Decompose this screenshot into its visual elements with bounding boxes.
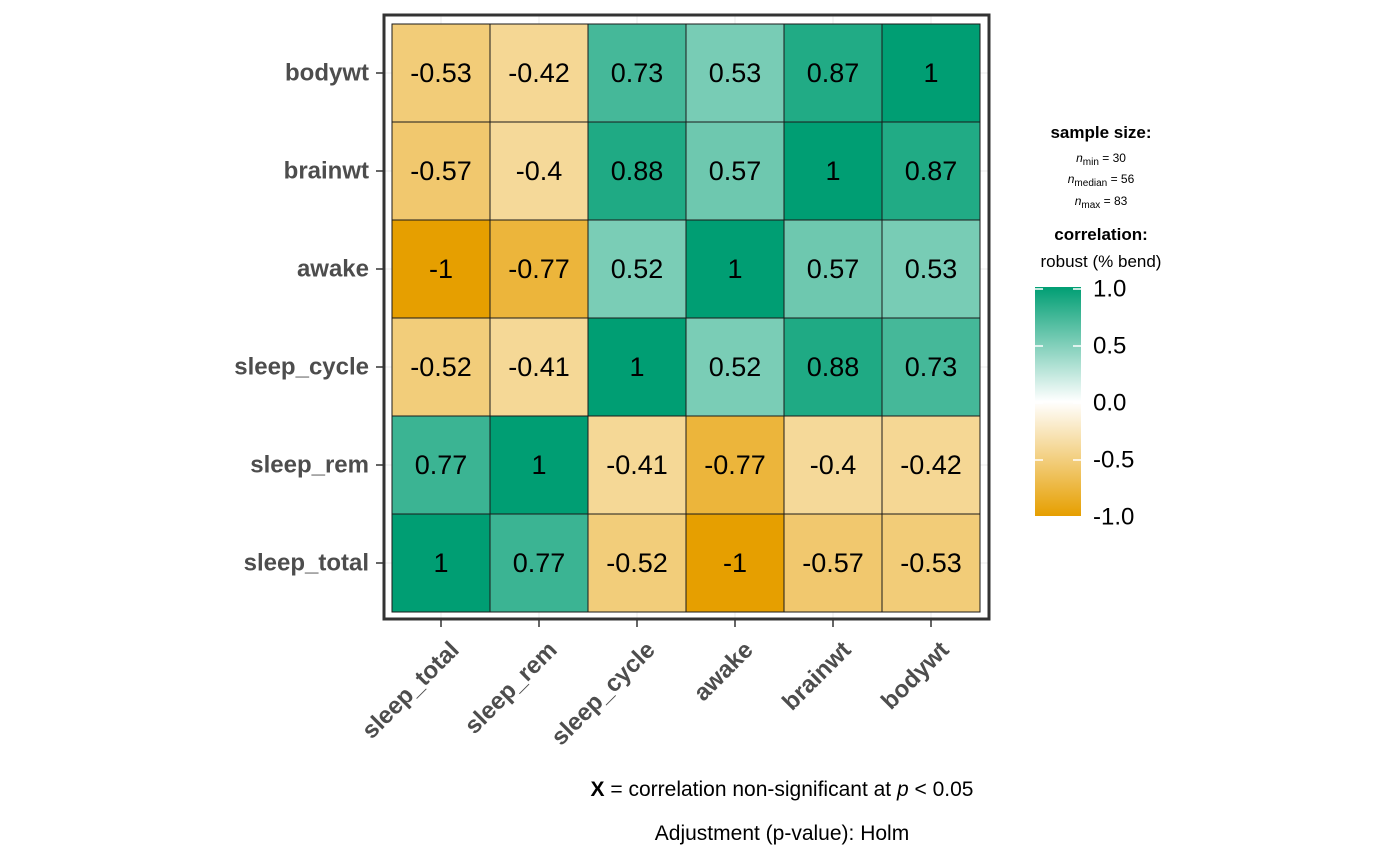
x-tick-label: brainwt [777,636,856,715]
heatmap-cell [685,317,785,417]
cell-value-label: 1 [825,156,840,186]
y-tick-label: sleep_total [244,550,369,577]
legend-n-median: nmedian = 56 [1068,172,1135,189]
heatmap-cell [489,121,589,221]
cell-value-label: 0.57 [807,254,860,284]
cell-value-label: 0.52 [709,352,762,382]
cell-value-label: 1 [923,58,938,88]
cell-value-label: -0.53 [900,548,962,578]
legend-correlation-title: correlation: [1054,225,1148,244]
heatmap-cell [783,513,883,613]
legend-bar-label: -1.0 [1093,504,1134,531]
x-tick-label: bodywt [876,636,954,714]
heatmap-cell [783,121,883,221]
heatmap-cell [489,219,589,319]
x-tick-label: awake [688,636,758,706]
heatmap-cell [587,23,687,123]
cell-value-label: 0.77 [513,548,566,578]
cell-value-label: 0.87 [905,156,958,186]
heatmap-cell [685,121,785,221]
legend-bar-label: 1.0 [1093,276,1126,303]
cell-value-label: 0.52 [611,254,664,284]
heatmap-cells: -0.53 -0.42 0.73 0.53 0.87 1 -0.57 -0.4 0.88 0.57… [391,23,981,613]
heatmap-cell [391,121,491,221]
heatmap-cell [489,317,589,417]
cell-value-label: -0.42 [900,450,962,480]
heatmap-cell [881,317,981,417]
cell-value-label: 0.57 [709,156,762,186]
x-tick-label: sleep_cycle [546,636,660,750]
cell-value-label: 0.73 [611,58,664,88]
legend-bar-label: -0.5 [1093,447,1134,474]
cell-value-label: 0.53 [905,254,958,284]
y-axis: bodywt brainwt awake sleep_cycle sleep_remsl… [234,60,383,577]
cell-value-label: 0.73 [905,352,958,382]
legend-correlation-method: robust (% bend) [1041,252,1162,271]
heatmap-cell [587,513,687,613]
cell-value-label: 0.87 [807,58,860,88]
cell-value-label: -0.57 [802,548,864,578]
heatmap-cell [881,415,981,515]
cell-value-label: 0.88 [807,352,860,382]
cell-value-label: -1 [429,254,453,284]
cell-value-label: -0.77 [704,450,766,480]
heatmap-cell [391,23,491,123]
cell-value-label: 1 [629,352,644,382]
caption-adjustment: Adjustment (p-value): Holm [655,822,909,845]
plot-frame [382,13,991,621]
heatmap-cell [881,219,981,319]
heatmap-cell [587,121,687,221]
cell-value-label: -0.53 [410,58,472,88]
cell-value-label: 0.77 [415,450,468,480]
cell-value-label: 1 [531,450,546,480]
legend-sample-size-title: sample size: [1050,123,1151,142]
heatmap-cell [685,219,785,319]
heatmap-cell [881,513,981,613]
legend-n-max: nmax = 83 [1075,194,1128,211]
legend-n-min: nmin = 30 [1076,151,1126,168]
heatmap-cell [685,23,785,123]
caption-significance: X = correlation non-significant at p < 0… [591,778,974,801]
cell-value-label: -0.41 [508,352,570,382]
cell-value-label: -0.42 [508,58,570,88]
y-tick-label: sleep_rem [250,452,369,479]
x-tick-label: sleep_rem [459,636,562,739]
heatmap-cell [489,513,589,613]
heatmap-cell [391,317,491,417]
heatmap-cell [587,415,687,515]
cell-value-label: -0.57 [410,156,472,186]
legend-color-bar-ticks: 1.0 0.5 0.0 -0.5 -1.0 [1035,276,1134,531]
heatmap-cell [881,121,981,221]
legend-color-bar [1035,287,1081,516]
cell-value-label: 0.88 [611,156,664,186]
heatmap-cell [489,23,589,123]
cell-value-label: -0.77 [508,254,570,284]
legend: sample size: nmin = 30 nmedian = 56 nmax… [1035,123,1161,531]
cell-value-label: -0.52 [606,548,668,578]
cell-value-label: 1 [727,254,742,284]
cell-value-label: -0.4 [516,156,563,186]
legend-bar-label: 0.5 [1093,333,1126,360]
cell-value-label: -0.52 [410,352,472,382]
y-tick-label: awake [297,256,369,283]
cell-value-label: -1 [723,548,747,578]
heatmap-cell [783,415,883,515]
heatmap-cell [783,219,883,319]
heatmap-cell [783,317,883,417]
cell-value-label: 1 [433,548,448,578]
cell-value-label: -0.41 [606,450,668,480]
y-tick-label: brainwt [284,158,369,185]
y-tick-label: sleep_cycle [234,354,369,381]
heatmap-cell [489,415,589,515]
x-tick-label: sleep_total [357,636,465,744]
heatmap-cell [391,513,491,613]
y-tick-label: bodywt [285,60,369,87]
legend-bar-label: 0.0 [1093,390,1126,417]
cell-value-label: 0.53 [709,58,762,88]
cell-value-label: -0.4 [810,450,857,480]
